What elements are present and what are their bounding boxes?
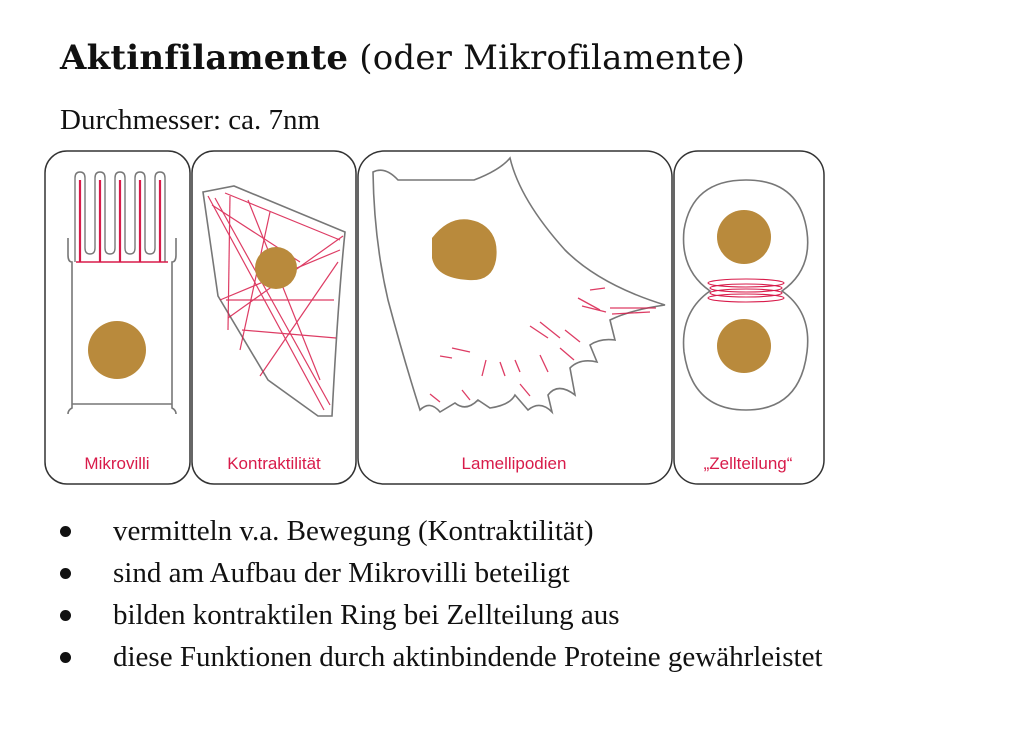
page-title: Aktinfilamente (oder Mikrofilamente) <box>60 38 745 78</box>
panel-frame-mikrovilli <box>44 150 191 485</box>
bullet-icon <box>60 652 71 663</box>
list-item-text: bilden kontraktilen Ring bei Zellteilung… <box>113 599 620 631</box>
list-item: sind am Aufbau der Mikrovilli beteiligt <box>60 552 823 594</box>
list-item-text: sind am Aufbau der Mikrovilli beteiligt <box>113 557 570 589</box>
list-item: diese Funktionen durch aktinbindende Pro… <box>60 636 823 678</box>
label-zellteilung: „Zellteilung“ <box>704 454 793 473</box>
dividing-cell <box>682 179 809 411</box>
panel-frame-lamellipodien <box>357 150 673 485</box>
bullet-icon <box>60 526 71 537</box>
list-item-text: vermitteln v.a. Bewegung (Kontraktilität… <box>113 515 594 547</box>
list-item: bilden kontraktilen Ring bei Zellteilung… <box>60 594 823 636</box>
stress-fiber-cell <box>202 185 346 417</box>
label-mikrovilli: Mikrovilli <box>84 454 149 473</box>
nucleus <box>717 210 771 264</box>
bullet-icon <box>60 568 71 579</box>
nucleus <box>717 319 771 373</box>
nucleus <box>255 247 297 289</box>
function-list: vermitteln v.a. Bewegung (Kontraktilität… <box>60 510 823 678</box>
panel-frame-kontraktilitaet <box>191 150 357 485</box>
nucleus <box>88 321 146 379</box>
label-lamellipodien: Lamellipodien <box>462 454 567 473</box>
label-kontraktilitaet: Kontraktilität <box>227 454 321 473</box>
microvilli-cell <box>67 171 177 415</box>
title-bold: Aktinfilamente <box>60 38 349 78</box>
nucleus <box>432 219 497 281</box>
title-rest: (oder Mikrofilamente) <box>359 38 746 78</box>
diameter-text: Durchmesser: ca. 7nm <box>60 104 321 136</box>
panel-frame-zellteilung <box>673 150 825 485</box>
list-item: vermitteln v.a. Bewegung (Kontraktilität… <box>60 510 823 552</box>
bullet-icon <box>60 610 71 621</box>
list-item-text: diese Funktionen durch aktinbindende Pro… <box>113 641 823 673</box>
lamellipodia-cell <box>372 156 666 415</box>
